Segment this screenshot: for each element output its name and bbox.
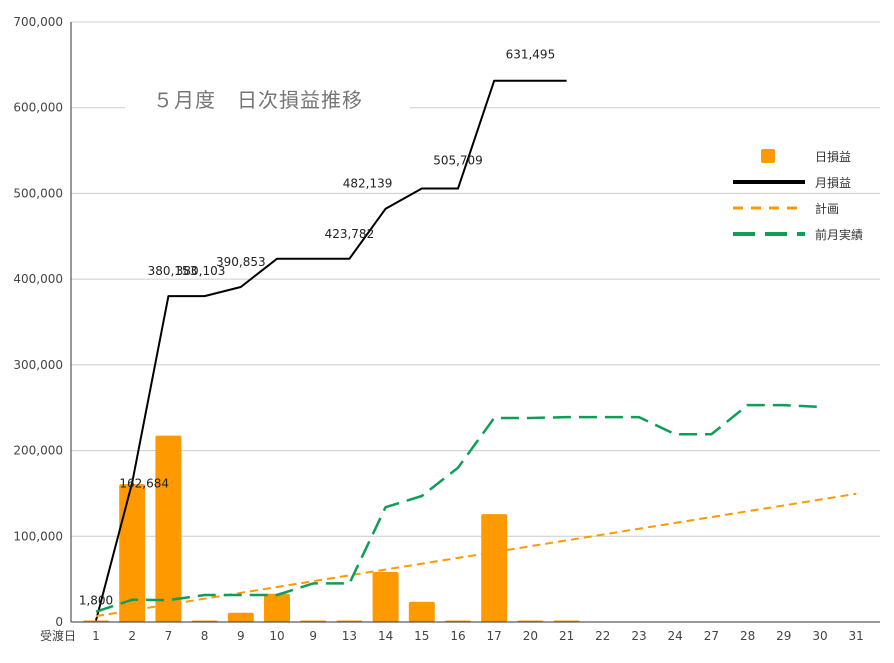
data-label: 390,853 xyxy=(216,255,266,269)
line-plan xyxy=(95,492,857,618)
x-tick-label: 10 xyxy=(269,629,284,643)
x-tick-label: 2 xyxy=(128,629,136,643)
x-tick-label: 28 xyxy=(740,629,755,643)
x-tick-label: 29 xyxy=(776,629,791,643)
y-tick-label: 100,000 xyxy=(13,529,63,543)
data-label: 631,495 xyxy=(506,48,556,62)
x-tick-label: 9 xyxy=(309,629,317,643)
x-axis-ticks: 1 2 7 8 9 10 9 13 14 15 16 17 20 21 22 23 24 27 28 29 30 31 xyxy=(92,629,864,643)
bar-daily-pnl xyxy=(119,484,146,622)
bar-daily-pnl xyxy=(408,601,435,622)
data-label: 505,709 xyxy=(433,154,483,168)
x-tick-label: 13 xyxy=(342,629,357,643)
x-tick-label: 22 xyxy=(595,629,610,643)
y-tick-label: 0 xyxy=(55,615,63,629)
x-tick-label: 20 xyxy=(523,629,538,643)
x-tick-label: 9 xyxy=(237,629,245,643)
y-axis-ticks: 0 100,000 200,000 300,000 400,000 500,000 600,… xyxy=(13,15,63,629)
line-series xyxy=(95,79,857,621)
legend-label: 前月実績 xyxy=(815,227,863,242)
x-tick-label: 24 xyxy=(668,629,683,643)
bar-daily-pnl xyxy=(264,593,290,622)
chart-title: ５月度 日次損益推移 xyxy=(153,88,363,112)
x-tick-label: 17 xyxy=(487,629,502,643)
data-label: 482,139 xyxy=(343,177,393,191)
y-tick-label: 600,000 xyxy=(13,101,63,115)
axes xyxy=(70,22,880,623)
legend-label: 月損益 xyxy=(815,175,851,190)
x-tick-label: 23 xyxy=(631,629,646,643)
x-tick-label: 31 xyxy=(849,629,864,643)
legend-label: 日損益 xyxy=(815,149,851,164)
bar-series-daily-pnl xyxy=(83,435,580,622)
y-tick-label: 200,000 xyxy=(13,444,63,458)
legend-label: 計画 xyxy=(815,201,839,216)
data-label: 380,153 xyxy=(148,264,198,278)
x-tick-label: 16 xyxy=(450,629,465,643)
x-tick-label: 14 xyxy=(378,629,393,643)
x-tick-label: 1 xyxy=(92,629,100,643)
data-label: 380,103 xyxy=(176,264,226,278)
x-tick-label: 7 xyxy=(165,629,173,643)
x-tick-label: 15 xyxy=(414,629,429,643)
legend-swatch xyxy=(761,149,775,163)
y-tick-label: 300,000 xyxy=(13,358,63,372)
data-label: 1,800 xyxy=(79,593,113,607)
x-axis-label: 受渡日 xyxy=(40,628,76,643)
title-background xyxy=(125,78,410,120)
line-monthly-pnl xyxy=(95,79,567,621)
bar-daily-pnl xyxy=(227,612,254,622)
line-previous-month xyxy=(95,403,821,613)
x-tick-label: 21 xyxy=(559,629,574,643)
x-tick-label: 27 xyxy=(704,629,719,643)
y-tick-label: 400,000 xyxy=(13,272,63,286)
bar-daily-pnl xyxy=(481,514,508,622)
data-label: 423,782 xyxy=(325,227,375,241)
data-label: 162,684 xyxy=(119,477,169,491)
x-tick-label: 8 xyxy=(201,629,209,643)
bar-daily-pnl xyxy=(155,435,182,622)
bar-daily-pnl xyxy=(372,571,399,622)
y-tick-label: 700,000 xyxy=(13,15,63,29)
y-tick-label: 500,000 xyxy=(13,186,63,200)
x-tick-label: 30 xyxy=(812,629,827,643)
